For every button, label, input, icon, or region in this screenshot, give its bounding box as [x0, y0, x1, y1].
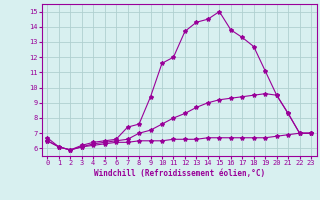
X-axis label: Windchill (Refroidissement éolien,°C): Windchill (Refroidissement éolien,°C)	[94, 169, 265, 178]
